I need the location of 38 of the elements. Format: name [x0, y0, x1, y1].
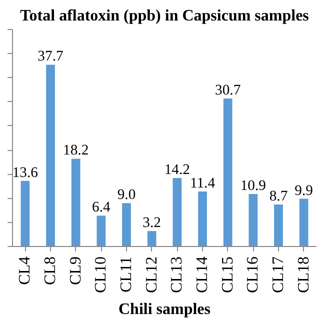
data-label: 13.6 — [12, 164, 38, 181]
x-tick-label: CL18 — [295, 256, 312, 293]
bar — [96, 216, 106, 246]
bar — [20, 180, 30, 246]
data-label: 14.2 — [164, 162, 190, 178]
x-axis-title: Chili samples — [118, 300, 211, 318]
x-tick-label: CL8 — [42, 256, 59, 285]
bar — [198, 192, 207, 246]
data-label: 11.4 — [190, 176, 216, 192]
data-label: 10.9 — [240, 178, 266, 194]
bar — [172, 178, 182, 246]
data-label: 18.2 — [63, 142, 89, 159]
bar — [223, 98, 232, 246]
x-tick-label: CL11 — [118, 256, 135, 292]
x-tick-label: CL13 — [168, 256, 186, 293]
bar — [147, 231, 156, 246]
x-tick-label: CL9 — [67, 256, 84, 285]
data-label: 9.0 — [117, 187, 136, 204]
bar — [248, 194, 258, 246]
x-tick-label: CL15 — [219, 256, 236, 293]
x-tick-label: CL12 — [143, 256, 160, 293]
data-label: 8.7 — [269, 188, 288, 205]
bar — [46, 64, 55, 246]
bar — [299, 198, 308, 246]
x-tick-label: CL4 — [16, 256, 34, 285]
x-tick-label: CL16 — [244, 256, 262, 293]
x-tick-label: CL17 — [270, 256, 287, 293]
bar — [71, 158, 80, 246]
data-label: 37.7 — [38, 48, 64, 65]
x-tick-label: CL10 — [92, 256, 110, 293]
bar — [122, 203, 131, 246]
chart-title: Total aflatoxin (ppb) in Capsicum samples — [20, 8, 309, 24]
data-label: 3.2 — [142, 215, 161, 232]
data-label: 6.4 — [92, 200, 111, 216]
bar — [274, 204, 283, 246]
data-label: 9.9 — [294, 182, 313, 199]
x-tick-label: CL14 — [194, 256, 211, 293]
data-label: 30.7 — [215, 82, 241, 98]
